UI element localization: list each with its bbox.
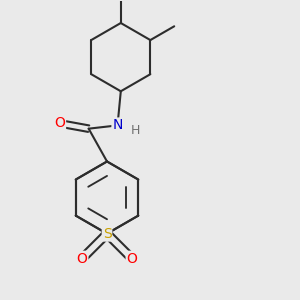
Text: N: N	[112, 118, 123, 132]
Text: O: O	[54, 116, 65, 130]
Text: S: S	[103, 227, 111, 241]
Text: H: H	[131, 124, 141, 137]
Text: O: O	[127, 252, 137, 266]
Text: O: O	[76, 252, 88, 266]
